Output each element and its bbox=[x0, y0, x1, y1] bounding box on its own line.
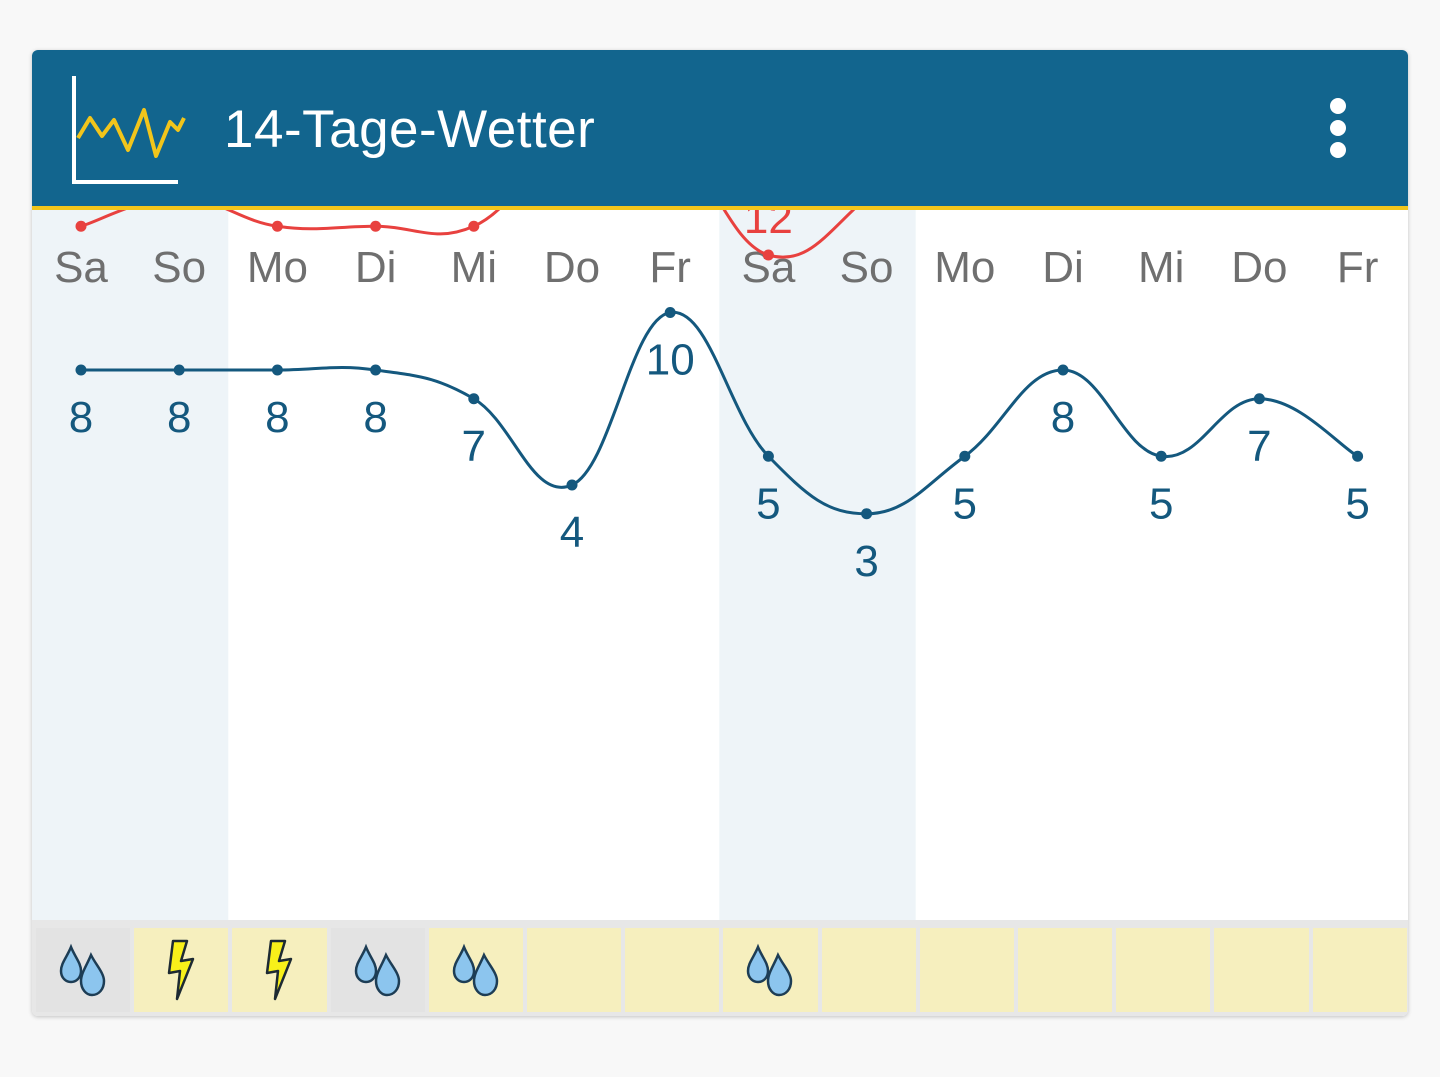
weather-icons-row bbox=[32, 920, 1408, 1016]
weekend-shading bbox=[32, 210, 229, 920]
day-label: Mo bbox=[934, 243, 995, 292]
weather-icon-cell bbox=[919, 928, 1014, 1012]
min-temperature-label: 7 bbox=[462, 422, 486, 471]
weather-icon-cell bbox=[1018, 928, 1113, 1012]
max-temperature-label: 12 bbox=[744, 210, 793, 243]
min-temperature-label: 5 bbox=[1149, 479, 1173, 528]
day-label: Mi bbox=[1138, 243, 1184, 292]
weekend-shading bbox=[719, 210, 916, 920]
max-temperature-label: 13 bbox=[57, 210, 106, 214]
rain-drops-icon bbox=[59, 943, 106, 997]
min-temperature-point bbox=[1155, 450, 1167, 462]
min-temperature-label: 5 bbox=[756, 479, 780, 528]
weather-icon-cell bbox=[821, 928, 916, 1012]
min-temperature-label: 8 bbox=[363, 393, 387, 442]
min-temperature-point bbox=[1057, 364, 1069, 376]
min-temperature-point bbox=[173, 364, 185, 376]
chart-line-icon bbox=[72, 76, 186, 184]
widget-header: 14-Tage-Wetter bbox=[32, 50, 1408, 210]
rain-drops-icon bbox=[747, 943, 793, 997]
min-temperature-point bbox=[271, 364, 283, 376]
max-temperature-point bbox=[75, 220, 87, 232]
weather-icon-cell bbox=[134, 928, 229, 1012]
weather-icon-cell bbox=[1312, 928, 1407, 1012]
more-options-button[interactable] bbox=[1318, 92, 1358, 172]
min-temperature-point bbox=[468, 393, 480, 405]
weather-icon-cell bbox=[36, 928, 131, 1012]
min-temperature-point bbox=[566, 479, 578, 491]
rain-drops-icon bbox=[452, 943, 499, 997]
min-temperature-label: 8 bbox=[265, 393, 289, 442]
weather-icon-cell bbox=[232, 928, 327, 1012]
min-temperature-point bbox=[1253, 393, 1265, 405]
max-temperature-point bbox=[271, 220, 283, 232]
temperature-chart: SaSoMoDiMiDoFrSaSoMoDiMiDoFr131413131316… bbox=[32, 210, 1408, 920]
min-temperature-line bbox=[80, 310, 1359, 516]
min-temperature-label: 7 bbox=[1247, 422, 1271, 471]
max-temperature-line bbox=[80, 210, 856, 259]
day-label: Di bbox=[1042, 243, 1084, 292]
lightning-icon bbox=[168, 939, 195, 1001]
weather-icon-cell bbox=[1116, 928, 1211, 1012]
min-temperature-label: 8 bbox=[1051, 393, 1075, 442]
weather-icon-cell bbox=[428, 928, 523, 1012]
day-label: So bbox=[152, 243, 206, 292]
min-temperature-point bbox=[664, 307, 676, 318]
weather-widget-card[interactable]: 14-Tage-Wetter Sa So Mo Di Mi Do Fr Sa So Mo Di Mi D… bbox=[32, 50, 1408, 1016]
day-label: Fr bbox=[649, 243, 691, 292]
more-vertical-icon bbox=[1330, 98, 1346, 114]
widget-title: 14-Tage-Wetter bbox=[224, 100, 596, 159]
weather-icon-cell bbox=[723, 928, 818, 1012]
max-temperature-point bbox=[762, 249, 774, 261]
day-label: Do bbox=[1231, 243, 1287, 292]
min-temperature-label: 8 bbox=[69, 393, 93, 442]
min-temperature-point bbox=[1352, 450, 1364, 462]
day-label: Do bbox=[544, 243, 600, 292]
max-temperature-point bbox=[370, 220, 382, 232]
max-temperature-label: 13 bbox=[449, 210, 498, 214]
min-temperature-point bbox=[959, 450, 971, 462]
day-label: So bbox=[840, 243, 894, 292]
temperature-chart-svg: SaSoMoDiMiDoFrSaSoMoDiMiDoFr131413131316… bbox=[32, 210, 1379, 920]
weather-icon-cell bbox=[527, 928, 622, 1012]
min-temperature-label: 8 bbox=[167, 393, 191, 442]
min-temperature-label: 4 bbox=[560, 508, 584, 557]
min-temperature-label: 10 bbox=[646, 336, 695, 385]
max-temperature-label: 13 bbox=[253, 210, 302, 214]
min-temperature-label: 5 bbox=[953, 479, 977, 528]
min-temperature-label: 5 bbox=[1345, 479, 1369, 528]
lightning-icon bbox=[266, 939, 293, 1001]
day-label: Mi bbox=[451, 243, 497, 292]
rain-drops-icon bbox=[354, 943, 400, 997]
day-label: Mo bbox=[247, 243, 308, 292]
max-temperature-point bbox=[468, 220, 480, 232]
min-temperature-label: 3 bbox=[854, 537, 878, 586]
min-temperature-point bbox=[370, 364, 382, 376]
weather-icon-cell bbox=[330, 928, 425, 1012]
day-label: Di bbox=[355, 243, 397, 292]
day-label: Sa bbox=[54, 243, 108, 292]
min-temperature-point bbox=[762, 450, 774, 462]
min-temperature-point bbox=[75, 364, 87, 376]
min-temperature-point bbox=[861, 508, 873, 520]
day-label: Fr bbox=[1337, 243, 1379, 292]
weather-icon-cell bbox=[1214, 928, 1309, 1012]
weather-icon-cell bbox=[625, 928, 720, 1012]
max-temperature-label: 13 bbox=[351, 210, 400, 214]
